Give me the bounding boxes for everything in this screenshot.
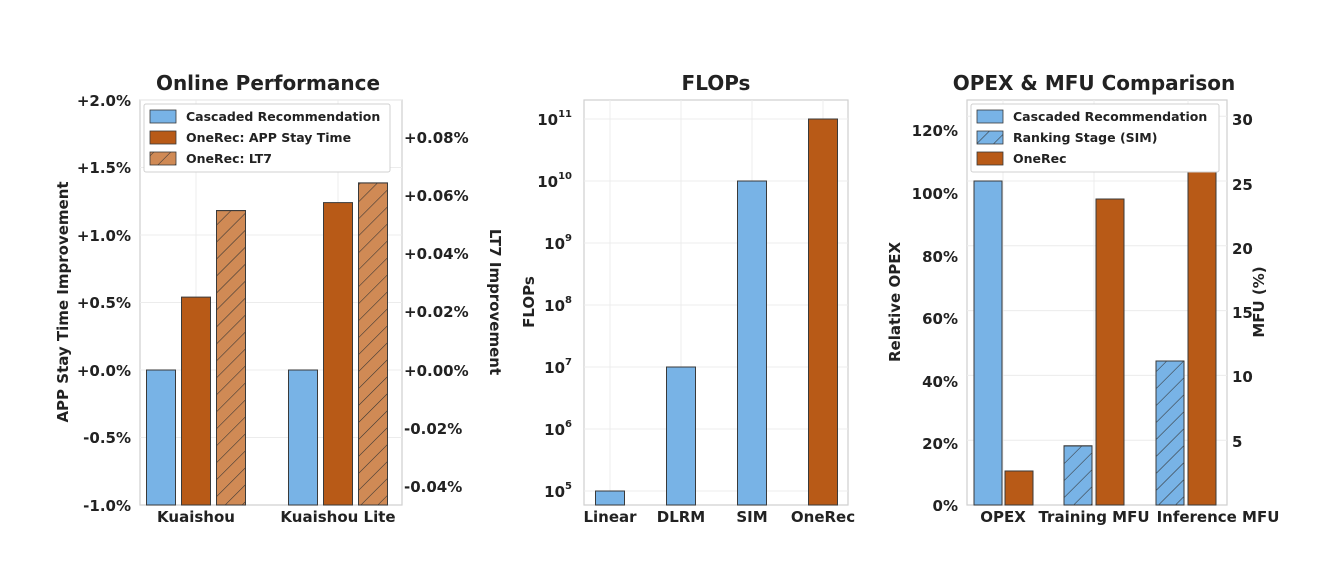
x-tick-label: Inference MFU — [1157, 508, 1280, 526]
y-tick-label: +1.0% — [77, 227, 131, 245]
chart-title: Online Performance — [156, 71, 380, 95]
y-tick-label: -0.5% — [83, 429, 131, 447]
y-tick-label-right: 5 — [1232, 433, 1242, 451]
bar — [666, 366, 696, 506]
y-tick-label: 106 — [544, 419, 572, 439]
y-tick-label: 100% — [912, 185, 958, 203]
chart-title: OPEX & MFU Comparison — [953, 71, 1236, 95]
y-axis-label-right: MFU (%) — [1250, 266, 1268, 337]
x-tick-label: Linear — [583, 508, 637, 526]
legend-label: OneRec: LT7 — [186, 151, 272, 166]
y-axis-label: Relative OPEX — [886, 242, 904, 362]
legend-label: Cascaded Recommendation — [186, 109, 380, 124]
bar — [181, 296, 211, 506]
y-tick-label: 60% — [922, 310, 958, 328]
bar — [146, 369, 176, 506]
bar — [323, 202, 353, 506]
y-tick-label: 80% — [922, 248, 958, 266]
y-tick-label: 109 — [544, 233, 572, 253]
y-axis-label-right: LT7 Improvement — [486, 229, 504, 375]
x-tick-label: OPEX — [980, 508, 1026, 526]
bar — [737, 180, 767, 506]
bar — [1095, 198, 1125, 506]
y-axis-label: FLOPs — [520, 276, 538, 328]
legend-label: Ranking Stage (SIM) — [1013, 130, 1157, 145]
y-tick-label-right: 10 — [1232, 368, 1253, 386]
y-tick-label: 40% — [922, 373, 958, 391]
bar-hatch — [216, 210, 246, 506]
legend-swatch-hatch — [977, 131, 1003, 144]
bar-hatch — [358, 182, 388, 506]
panel-opex-mfu: OPEX & MFU Comparison 120% 100% 80% 60% … — [886, 71, 1279, 526]
x-tick-label: Kuaishou Lite — [280, 508, 395, 526]
bar — [808, 118, 838, 506]
plot-frame — [583, 99, 849, 506]
x-tick-label: DLRM — [657, 508, 706, 526]
y-tick-label-right: -0.02% — [404, 420, 462, 438]
y-tick-label: 108 — [544, 295, 572, 315]
y-tick-label-right: 30 — [1232, 111, 1253, 129]
legend: Cascaded Recommendation Ranking Stage (S… — [970, 103, 1220, 173]
y-tick-label: +0.0% — [77, 362, 131, 380]
legend-box — [143, 103, 391, 173]
legend-swatch — [149, 109, 177, 124]
y-tick-labels: 105 106 107 108 109 1010 1011 — [537, 109, 572, 501]
x-tick-label: Training MFU — [1038, 508, 1149, 526]
legend-swatch-hatch — [150, 152, 176, 165]
y-tick-label: 120% — [912, 122, 958, 140]
legend-swatch — [976, 151, 1004, 166]
y-tick-label: 1011 — [537, 109, 572, 129]
legend-label: OneRec — [1013, 151, 1067, 166]
bar — [1187, 134, 1217, 506]
legend-swatch — [976, 109, 1004, 124]
y-tick-label-right: +0.00% — [404, 362, 469, 380]
y-tick-label: +1.5% — [77, 159, 131, 177]
bar — [288, 369, 318, 506]
legend-label: OneRec: APP Stay Time — [186, 130, 351, 145]
y-tick-label: 1010 — [537, 171, 572, 191]
y-tick-label-right: 15 — [1232, 304, 1253, 322]
y-tick-label: +0.5% — [77, 294, 131, 312]
panel-online-performance: Online Performance +2.0% +1.5% +1.0% +0.… — [54, 71, 504, 526]
x-tick-label: SIM — [736, 508, 767, 526]
panel-flops: FLOPs 105 106 107 108 109 1010 1011 Line… — [520, 71, 855, 526]
y-tick-label-right: 20 — [1232, 240, 1253, 258]
bar — [595, 490, 625, 506]
y-tick-labels-right: +0.08% +0.06% +0.04% +0.02% +0.00% -0.02… — [404, 129, 469, 496]
y-tick-label: +2.0% — [77, 92, 131, 110]
legend: Cascaded Recommendation OneRec: APP Stay… — [143, 103, 391, 173]
bar-hatch — [1155, 360, 1185, 506]
y-tick-labels-left: +2.0% +1.5% +1.0% +0.5% +0.0% -0.5% -1.0… — [77, 92, 131, 515]
bar-hatch — [1063, 445, 1093, 506]
y-tick-label-right: +0.06% — [404, 187, 469, 205]
bar — [973, 180, 1003, 506]
y-tick-label: 107 — [544, 357, 572, 377]
bar — [1004, 470, 1034, 506]
y-tick-label-right: -0.04% — [404, 478, 462, 496]
y-axis-label: APP Stay Time Improvement — [54, 181, 72, 422]
y-tick-label-right: +0.08% — [404, 129, 469, 147]
legend-swatch — [149, 130, 177, 145]
y-tick-label-right: 25 — [1232, 176, 1253, 194]
chart-title: FLOPs — [682, 71, 751, 95]
legend-label: Cascaded Recommendation — [1013, 109, 1207, 124]
legend-box — [970, 103, 1220, 173]
y-tick-labels-right: 30 25 20 15 10 5 — [1232, 111, 1253, 451]
y-tick-label: 105 — [544, 481, 572, 501]
y-tick-label-right: +0.02% — [404, 303, 469, 321]
x-tick-label: Kuaishou — [157, 508, 235, 526]
y-tick-label: 20% — [922, 435, 958, 453]
y-tick-labels-left: 120% 100% 80% 60% 40% 20% 0% — [912, 122, 958, 515]
y-tick-label: 0% — [933, 497, 958, 515]
x-tick-label: OneRec — [791, 508, 855, 526]
y-tick-label-right: +0.04% — [404, 245, 469, 263]
y-tick-label: -1.0% — [83, 497, 131, 515]
